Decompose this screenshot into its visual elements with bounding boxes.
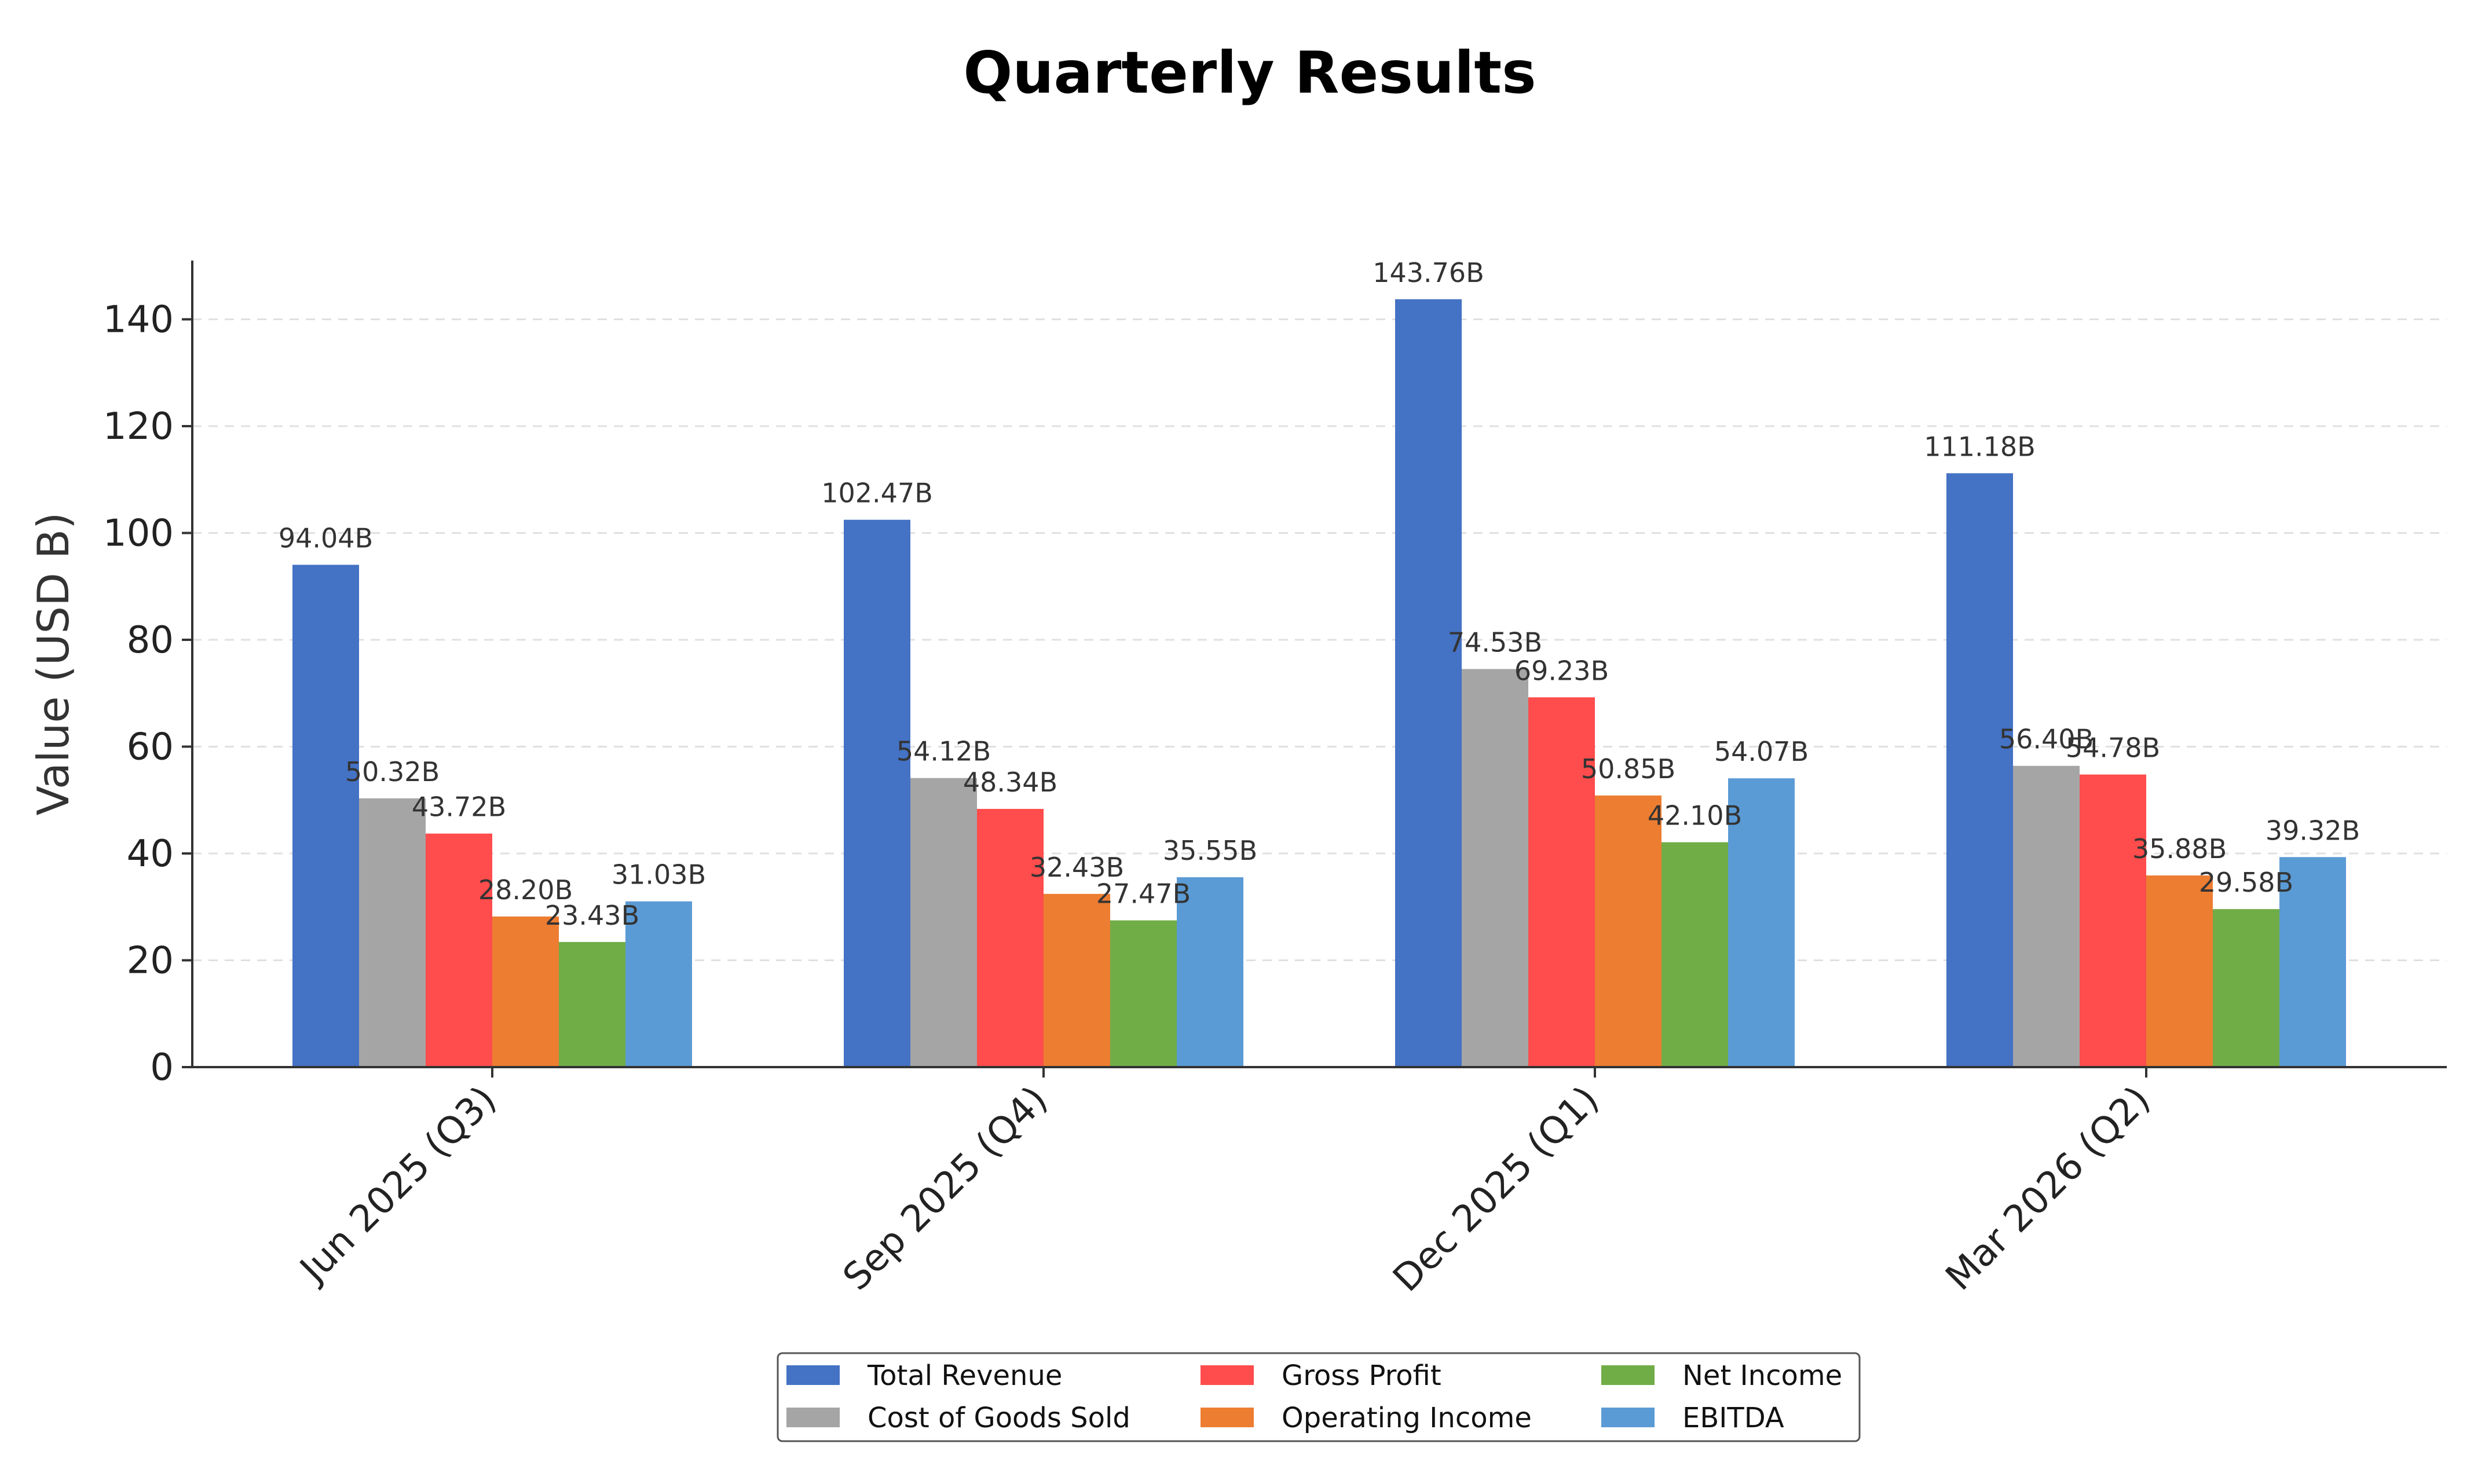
bar-value-label: 111.18B [1924,431,2036,462]
bar [292,565,359,1067]
bar [1946,473,2013,1067]
bar [1728,778,1795,1067]
legend-swatch [1601,1408,1655,1427]
bar [844,519,910,1067]
bar [1528,697,1595,1067]
bar-value-label: 54.07B [1714,736,1809,767]
bar-value-label: 143.76B [1373,257,1484,288]
bar-value-label: 23.43B [545,900,639,931]
y-tick-label: 80 [127,619,174,662]
bar-value-label: 28.20B [478,874,573,906]
grid-lines [192,318,2447,961]
y-axis-label: Value (USD B) [28,512,79,816]
bar-value-label: 102.47B [821,478,933,509]
bar [1044,893,1110,1067]
bar [2146,875,2213,1067]
bar-value-label: 54.12B [896,736,991,767]
legend: Total Revenue Cost of Goods Sold Gross Pro… [777,1352,1861,1442]
bar-value-label: 31.03B [612,859,706,891]
axes [191,261,2447,1068]
y-tick-label: 120 [103,405,174,448]
legend-swatch [1201,1365,1254,1385]
y-tick-label: 60 [127,725,174,768]
bar-value-label: 50.32B [345,756,440,787]
bar-value-label: 69.23B [1514,655,1609,686]
bar-value-label: 35.88B [2132,833,2227,864]
y-tick-label: 100 [103,512,174,555]
legend-label: Operating Income [1282,1402,1532,1434]
bar-value-label: 56.40B [1999,724,2094,755]
bar [1661,842,1728,1067]
bar-value-label: 42.10B [1648,800,1742,831]
bar-value-label: 29.58B [2199,867,2293,898]
bar-value-label: 50.85B [1581,753,1675,785]
legend-label: EBITDA [1682,1402,1784,1434]
bar [2013,765,2080,1067]
bar [2080,774,2146,1067]
bar [2279,857,2346,1067]
bar-value-label: 27.47B [1096,878,1191,910]
bar-value-label: 54.78B [2066,732,2160,764]
bar [1110,920,1177,1067]
y-tick-label: 0 [150,1046,174,1089]
y-tick-label: 40 [127,833,174,875]
y-tick-label: 20 [127,939,174,982]
bar [2213,909,2279,1067]
legend-swatch [786,1365,840,1385]
bar [492,916,559,1067]
bar-value-label: 74.53B [1448,626,1542,658]
x-tick-label: Sep 2025 (Q4) [835,1078,1056,1299]
legend-label: Net Income [1682,1360,1842,1392]
bar [359,798,426,1067]
legend-swatch [1201,1408,1254,1427]
bars [292,299,2346,1067]
bar [910,778,977,1067]
bar [977,809,1044,1067]
bar [426,833,492,1067]
bar [559,941,625,1067]
legend-label: Gross Profit [1282,1360,1441,1392]
x-tick-label: Jun 2025 (Q3) [291,1078,505,1292]
bar-value-label: 35.55B [1163,835,1257,866]
x-tick-label: Mar 2026 (Q2) [1938,1078,2158,1299]
bar-value-label: 43.72B [412,792,506,823]
bar [1462,669,1528,1067]
legend-swatch [786,1408,840,1427]
legend-label: Cost of Goods Sold [868,1402,1130,1434]
chart-title: Quarterly Results [963,39,1536,107]
bar-value-label: 32.43B [1030,852,1124,883]
bar [1395,299,1462,1067]
bar [1595,795,1661,1067]
bar-value-label: 48.34B [963,767,1057,798]
bar [625,901,692,1067]
bar-value-label: 39.32B [2266,815,2360,846]
x-tick-label: Dec 2025 (Q1) [1385,1078,1608,1300]
legend-swatch [1601,1365,1655,1385]
x-axis-ticks: Jun 2025 (Q3) Sep 2025 (Q4) Dec 2025 (Q1) M… [291,1067,2158,1300]
legend-label: Total Revenue [867,1360,1062,1392]
legend-frame [777,1352,1861,1442]
bar-value-label: 94.04B [279,522,373,554]
bar [1177,877,1243,1067]
y-tick-label: 140 [103,298,174,341]
y-axis-ticks: 0 20 40 60 80 100 120 140 [103,298,192,1089]
